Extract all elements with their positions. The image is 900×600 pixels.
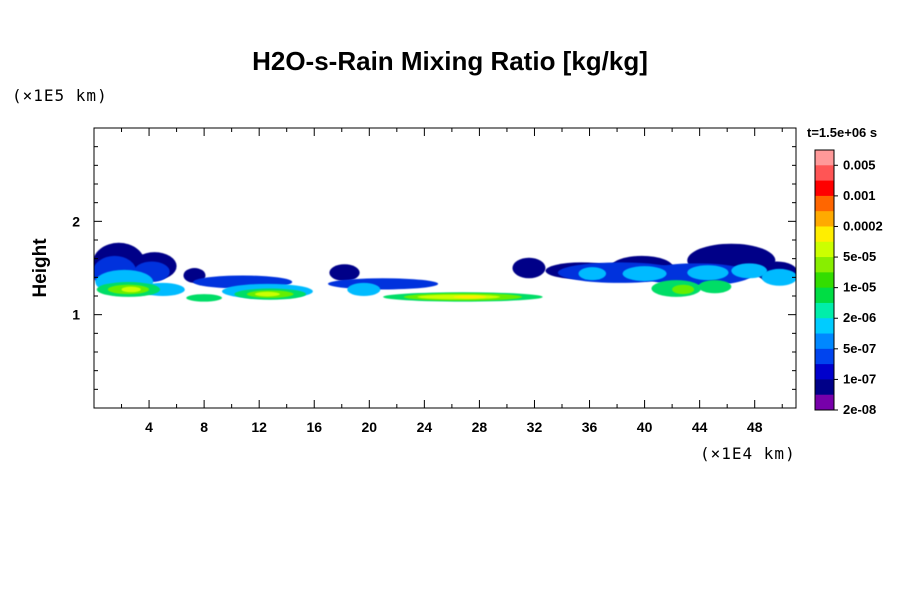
colorbar-swatch-10 — [815, 302, 834, 319]
colorbar-swatch-12 — [815, 333, 834, 350]
contour-level-5e-07-7 — [731, 263, 768, 279]
x-tick-label-20: 20 — [362, 419, 378, 435]
y-axis: 12 — [72, 146, 796, 390]
x-tick-label-28: 28 — [472, 419, 488, 435]
contour-level-5e-07-4 — [578, 267, 607, 281]
colorbar-swatch-16 — [815, 394, 834, 411]
y-tick-label-2: 2 — [72, 213, 80, 229]
colorbar-swatch-6 — [815, 241, 834, 258]
colorbar-swatch-13 — [815, 348, 834, 365]
colorbar-label-5: 2e-06 — [843, 310, 876, 325]
contour-level-5e-07-6 — [687, 265, 729, 281]
contour-level-5e-07-8 — [761, 268, 796, 286]
x-tick-label-32: 32 — [527, 419, 543, 435]
x-tick-label-36: 36 — [582, 419, 598, 435]
time-label: t=1.5e+06 s — [807, 125, 878, 140]
x-tick-label-40: 40 — [637, 419, 653, 435]
colorbar-label-6: 5e-07 — [843, 341, 876, 356]
x-tick-label-24: 24 — [417, 419, 433, 435]
colorbar-label-1: 0.001 — [843, 188, 876, 203]
colorbar-swatch-4 — [815, 211, 834, 227]
colorbar-swatch-0 — [815, 150, 834, 166]
chart-title: H2O-s-Rain Mixing Ratio [kg/kg] — [252, 46, 648, 76]
plot-frame — [93, 127, 797, 409]
colorbar-swatch-3 — [815, 195, 834, 212]
y-tick-label-1: 1 — [72, 307, 80, 323]
colorbar-swatch-14 — [815, 364, 834, 380]
colorbar-swatch-5 — [815, 226, 834, 243]
contour-level-2e-08-4 — [512, 257, 546, 279]
x-axis: 4 8 12 16 20 24 28 32 36 40 44 48 — [121, 128, 783, 435]
x-tick-label-4: 4 — [145, 419, 153, 435]
colorbar-label-3: 5e-05 — [843, 249, 876, 264]
x-tick-label-12: 12 — [251, 419, 267, 435]
contour-level-0.0002-0 — [453, 295, 487, 299]
colorbar-swatch-7 — [815, 257, 834, 273]
contour-level-1e-07-3 — [328, 278, 439, 290]
contour-level-5e-07-5 — [622, 266, 667, 282]
contour-level-2e-06-4 — [698, 280, 732, 294]
contour-level-1e-05-3 — [672, 284, 695, 295]
contour-field — [94, 242, 796, 302]
colorbar-swatch-2 — [815, 180, 834, 197]
contour-level-2e-08-3 — [329, 264, 360, 282]
y-axis-unit: (×1E5 km) — [12, 86, 108, 105]
x-tick-label-16: 16 — [306, 419, 322, 435]
colorbar-label-4: 1e-05 — [843, 280, 876, 295]
contour-level-5e-05-1 — [255, 291, 280, 297]
x-tick-label-44: 44 — [692, 419, 708, 435]
x-tick-label-48: 48 — [747, 419, 763, 435]
colorbar-label-8: 2e-08 — [843, 402, 876, 417]
colorbar-label-2: 0.0002 — [843, 218, 883, 233]
colorbar-swatch-9 — [815, 287, 834, 304]
colorbar-label-7: 1e-07 — [843, 371, 876, 386]
colorbar-frame — [814, 149, 835, 411]
contour-level-5e-07-3 — [347, 282, 381, 297]
colorbar: 0.005 0.001 0.0002 5e-05 1e-05 2e-06 5e-07 1e-0… — [814, 149, 883, 417]
contour-level-2e-06-5 — [186, 294, 223, 302]
colorbar-swatch-8 — [815, 272, 834, 289]
colorbar-swatch-11 — [815, 318, 834, 335]
colorbar-swatch-1 — [815, 165, 834, 182]
x-tick-label-8: 8 — [200, 419, 208, 435]
contour-level-5e-05-0 — [121, 286, 141, 293]
x-axis-unit: (×1E4 km) — [700, 444, 796, 463]
colorbar-swatch-15 — [815, 379, 834, 396]
colorbar-label-0: 0.005 — [843, 157, 876, 172]
